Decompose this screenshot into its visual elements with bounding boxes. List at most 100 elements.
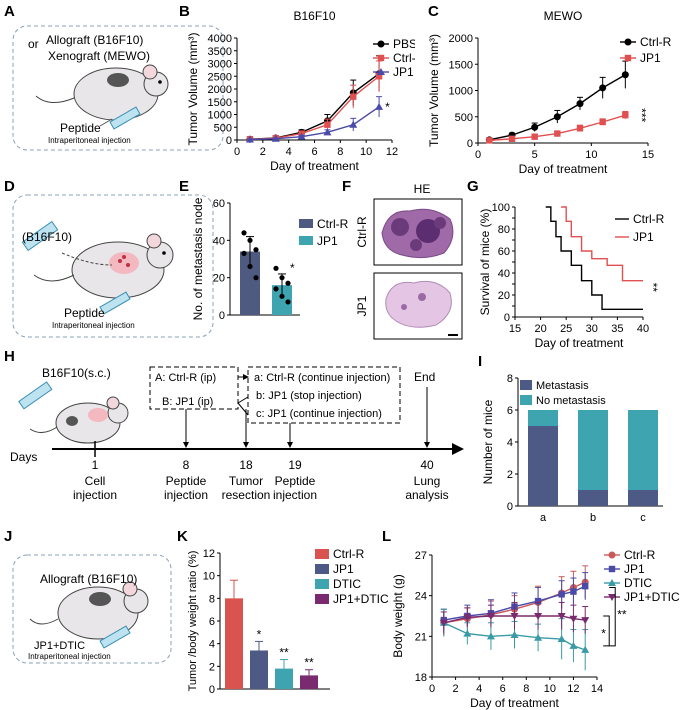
panel-g-chart: G 0 20 40 60 80 100 15 20 25 30 35 40 Day of treatme… <box>467 178 665 350</box>
svg-text:injection: injection <box>164 488 208 502</box>
survival-curve <box>545 206 643 310</box>
svg-text:Peptide: Peptide <box>275 474 316 488</box>
panel-a: A or Allograft (B16F10) Xenograft (MEWO)… <box>4 3 224 151</box>
x-tick-label: 35 <box>611 323 623 335</box>
legend-label: JP1 <box>624 562 645 576</box>
y-tick-label: 60 <box>498 246 510 258</box>
svg-text:Peptide: Peptide <box>166 474 207 488</box>
y-tick-label: 1000 <box>208 110 232 122</box>
data-point <box>510 613 519 620</box>
panel-label-e: E <box>179 178 189 195</box>
significance-mark: * <box>385 100 390 114</box>
data-point <box>253 275 259 281</box>
bar <box>300 675 318 689</box>
legend-swatch <box>315 579 329 589</box>
x-tick-label: 4 <box>286 146 292 158</box>
y-axis-label: Survival of mice (%) <box>478 209 492 316</box>
cells-label: (B16F10) <box>22 230 72 244</box>
lung-spot <box>109 252 139 274</box>
x-tick-label: 8 <box>337 146 343 158</box>
legend-label: Ctrl-R <box>633 212 665 226</box>
data-point <box>463 629 472 637</box>
y-tick-label: 20 <box>498 290 510 302</box>
data-point <box>534 633 543 641</box>
data-point <box>349 120 358 128</box>
subgroup-c-label: c: JP1 (continue injection) <box>256 408 382 420</box>
panel-label-f: F <box>342 178 351 195</box>
significance-mark: *** <box>634 108 648 122</box>
y-tick-label: 0 <box>507 501 513 513</box>
data-point <box>599 118 606 126</box>
peptide-label: Peptide <box>60 121 101 135</box>
data-point <box>531 123 539 131</box>
y-axis-label: No. of metastasis node <box>191 197 205 320</box>
data-point <box>486 613 495 620</box>
or-text: or <box>28 37 39 51</box>
y-tick-label: 3000 <box>208 59 232 71</box>
legend-label: Ctrl-R <box>393 51 415 65</box>
y-tick-label: 0 <box>219 310 225 322</box>
panel-label-a: A <box>4 3 15 20</box>
y-axis-label: Tumor Volume (mm³) <box>186 33 200 146</box>
data-point <box>285 299 291 305</box>
route-label: Intraperitoneal injection <box>28 652 111 661</box>
svg-text:Tumor: Tumor <box>229 474 263 488</box>
x-tick-label: 8 <box>523 683 529 695</box>
panel-b-chart: B B16F10 05001000150020002500300035004000… <box>179 3 415 173</box>
data-point <box>558 591 565 598</box>
panel-label-j: J <box>4 528 12 545</box>
y-tick-label: 500 <box>214 122 232 134</box>
data-point <box>463 614 472 622</box>
y-tick-label: 8 <box>507 373 513 385</box>
legend-swatch <box>315 564 329 574</box>
bar <box>225 598 243 689</box>
panel-f: F HE Ctrl-R JP1 <box>342 178 463 340</box>
data-point <box>531 133 538 140</box>
legend-label: Ctrl-R <box>317 217 349 231</box>
days-label: Days <box>10 450 37 464</box>
group-a-label: A: Ctrl-R (ip) <box>155 372 216 384</box>
panel-c-chart: C MEWO 0 500 1000 1500 2000 0 5 10 15 Day of treat… <box>427 3 672 175</box>
y-tick-label: 80 <box>498 224 510 236</box>
data-point <box>285 280 291 286</box>
legend-marker <box>377 54 385 62</box>
tissue-jp1 <box>385 280 452 328</box>
legend-swatch <box>520 380 532 390</box>
bar-segment <box>578 490 608 506</box>
panel-j: J Allograft (B16F10) JP1+DTIC Intraperit… <box>4 528 172 664</box>
data-point <box>510 630 519 638</box>
data-point <box>241 230 247 236</box>
x-tick-label: 4 <box>476 683 482 695</box>
svg-text:analysis: analysis <box>405 488 448 502</box>
legend-label: JP1 <box>393 65 414 79</box>
x-tick-label: a <box>540 512 547 524</box>
data-point <box>324 121 331 128</box>
survival-curve <box>561 206 643 282</box>
data-point <box>350 93 357 100</box>
y-tick-label: 21 <box>415 631 427 643</box>
mouse-icon <box>35 64 169 121</box>
mouse-icon <box>29 581 149 640</box>
schematic-frame <box>12 25 224 151</box>
data-point <box>439 619 448 627</box>
x-tick-label: 12 <box>567 683 579 695</box>
legend-marker <box>608 565 616 573</box>
significance-mark: * <box>257 627 262 641</box>
x-tick-label: 30 <box>586 323 598 335</box>
subgroup-box <box>247 366 401 424</box>
svg-text:19: 19 <box>288 458 302 472</box>
event-1: 1 Cell injection <box>73 458 117 502</box>
drug-label: JP1+DTIC <box>34 640 85 652</box>
x-tick-label: 2 <box>260 146 266 158</box>
y-axis-label: Number of mice <box>481 399 495 484</box>
legend-label: Ctrl-R <box>640 35 672 49</box>
svg-text:injection: injection <box>273 488 317 502</box>
y-tick-label: 27 <box>415 550 427 562</box>
data-point <box>581 617 590 625</box>
legend-marker <box>377 68 385 75</box>
bar <box>275 668 293 689</box>
significance-mark: ** <box>279 646 289 660</box>
syringe-icon <box>18 381 53 410</box>
data-point <box>553 113 561 121</box>
